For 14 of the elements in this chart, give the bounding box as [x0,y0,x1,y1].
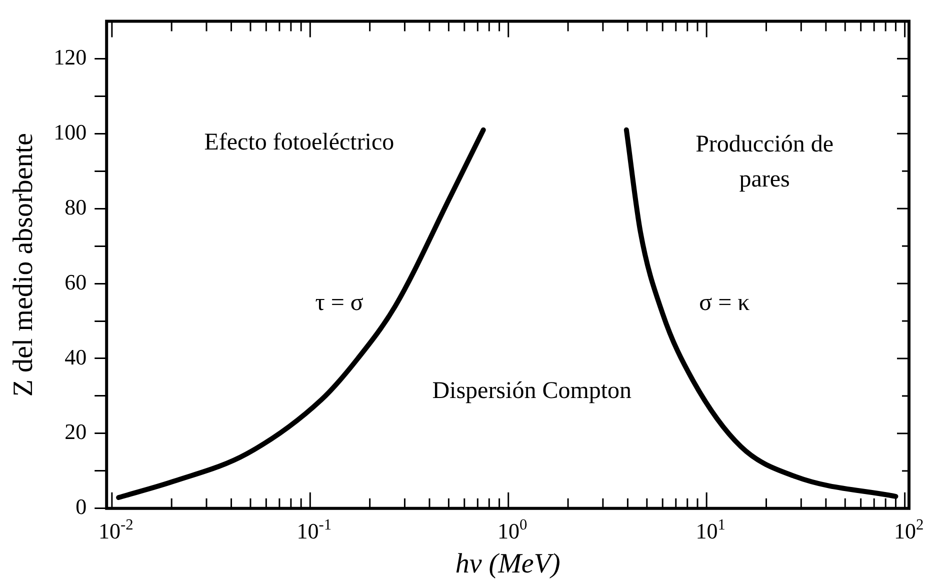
y-tick-label: 120 [54,44,87,70]
annotation: Efecto fotoeléctrico [204,129,394,156]
y-tick-label: 0 [76,494,87,520]
y-tick-label: 100 [54,119,87,144]
annotation: σ = κ [699,290,750,316]
annotation: τ = σ [315,290,364,316]
y-tick-label: 60 [64,269,87,294]
x-axis-title: hν (MeV) [455,548,560,580]
y-axis-title: Z del medio absorbente [8,133,40,397]
y-tick-label: 80 [64,194,87,220]
annotation: Producción de pares [696,131,834,192]
y-tick-label: 20 [64,419,87,444]
y-tick-label: 40 [64,344,87,370]
annotation: Dispersión Compton [432,378,632,404]
